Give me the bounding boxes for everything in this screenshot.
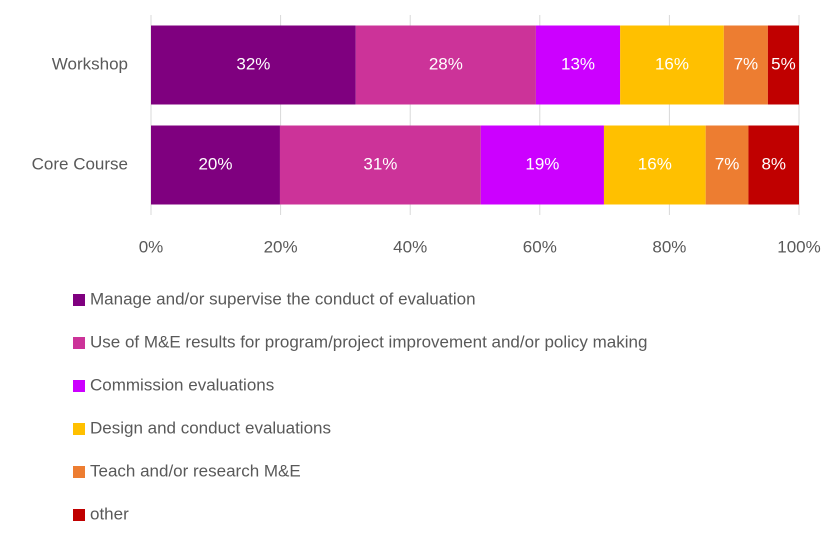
legend-swatch	[73, 380, 85, 392]
bar-segment	[723, 25, 768, 105]
bar-segment	[603, 125, 706, 205]
legend-label: Manage and/or supervise the conduct of e…	[90, 289, 476, 308]
x-tick-label: 40%	[393, 237, 427, 256]
data-label: 16%	[655, 54, 689, 73]
category-label: Core Course	[32, 154, 128, 173]
data-label: 8%	[761, 154, 786, 173]
x-tick-label: 0%	[139, 237, 164, 256]
legend-swatch	[73, 423, 85, 435]
bar-segment	[767, 25, 799, 105]
legend-swatch	[73, 466, 85, 478]
legend-swatch	[73, 509, 85, 521]
x-tick-label: 60%	[523, 237, 557, 256]
x-tick-label: 20%	[264, 237, 298, 256]
category-label: Workshop	[52, 54, 128, 73]
x-tick-label: 100%	[777, 237, 820, 256]
bar-segment	[620, 25, 724, 105]
data-label: 28%	[429, 54, 463, 73]
bar-segment	[535, 25, 621, 105]
legend-swatch	[73, 337, 85, 349]
data-label: 19%	[525, 154, 559, 173]
bar-segment	[151, 25, 356, 105]
data-label: 16%	[638, 154, 672, 173]
bar-segment	[355, 25, 536, 105]
legend-label: other	[90, 504, 129, 523]
legend-label: Design and conduct evaluations	[90, 418, 331, 437]
bar-segment	[748, 125, 799, 205]
bar-segment	[705, 125, 749, 205]
bar-segment	[480, 125, 604, 205]
legend-label: Use of M&E results for program/project i…	[90, 332, 647, 351]
data-label: 20%	[198, 154, 232, 173]
x-tick-label: 80%	[652, 237, 686, 256]
bar-segment	[151, 125, 280, 205]
data-label: 7%	[734, 54, 759, 73]
data-label: 7%	[715, 154, 740, 173]
legend-swatch	[73, 294, 85, 306]
data-label: 13%	[561, 54, 595, 73]
legend-label: Commission evaluations	[90, 375, 274, 394]
bar-segment	[279, 125, 481, 205]
legend-label: Teach and/or research M&E	[90, 461, 301, 480]
data-label: 32%	[236, 54, 270, 73]
data-label: 31%	[363, 154, 397, 173]
data-label: 5%	[771, 54, 796, 73]
